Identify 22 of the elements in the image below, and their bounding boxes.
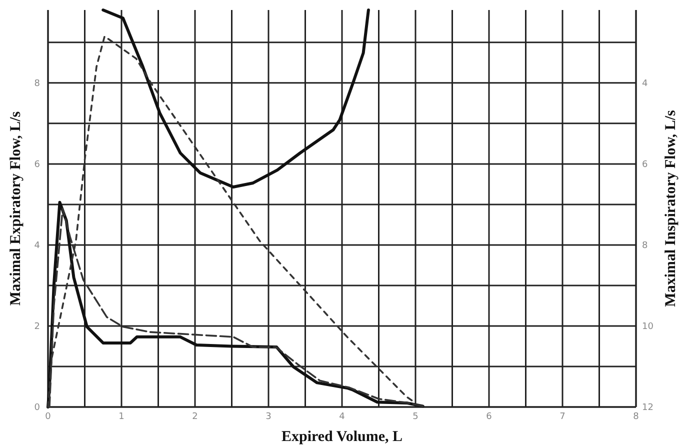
y-axis-title: Maximal Expiratory Flow, L/s bbox=[8, 111, 24, 306]
x-tick-label: 3 bbox=[266, 412, 272, 422]
x-tick-label: 8 bbox=[633, 412, 640, 422]
x-tick-label: 5 bbox=[412, 412, 418, 422]
x-tick-label: 4 bbox=[339, 412, 346, 422]
x-tick-label: 1 bbox=[118, 412, 124, 422]
x-tick-label: 7 bbox=[560, 412, 566, 422]
y-tick-label: 6 bbox=[34, 160, 40, 170]
y-tick-label: 8 bbox=[34, 78, 40, 89]
y2-tick-label: 12 bbox=[642, 403, 654, 413]
y-tick-label: 2 bbox=[34, 322, 40, 332]
y2-tick-label: 4 bbox=[642, 78, 648, 89]
x-tick-label: 6 bbox=[486, 412, 492, 422]
y2-tick-label: 10 bbox=[642, 322, 654, 332]
x-tick-label: 0 bbox=[45, 412, 52, 422]
x-axis-title: Expired Volume, L bbox=[281, 429, 403, 445]
x-tick-label: 2 bbox=[192, 412, 198, 422]
y2-tick-label: 8 bbox=[642, 240, 648, 251]
y-tick-label: 4 bbox=[34, 240, 40, 251]
y2-axis-title: Maximal Inspiratory Flow, L/s bbox=[663, 110, 679, 307]
y-tick-label: 0 bbox=[34, 403, 40, 413]
y2-tick-label: 6 bbox=[642, 160, 648, 170]
